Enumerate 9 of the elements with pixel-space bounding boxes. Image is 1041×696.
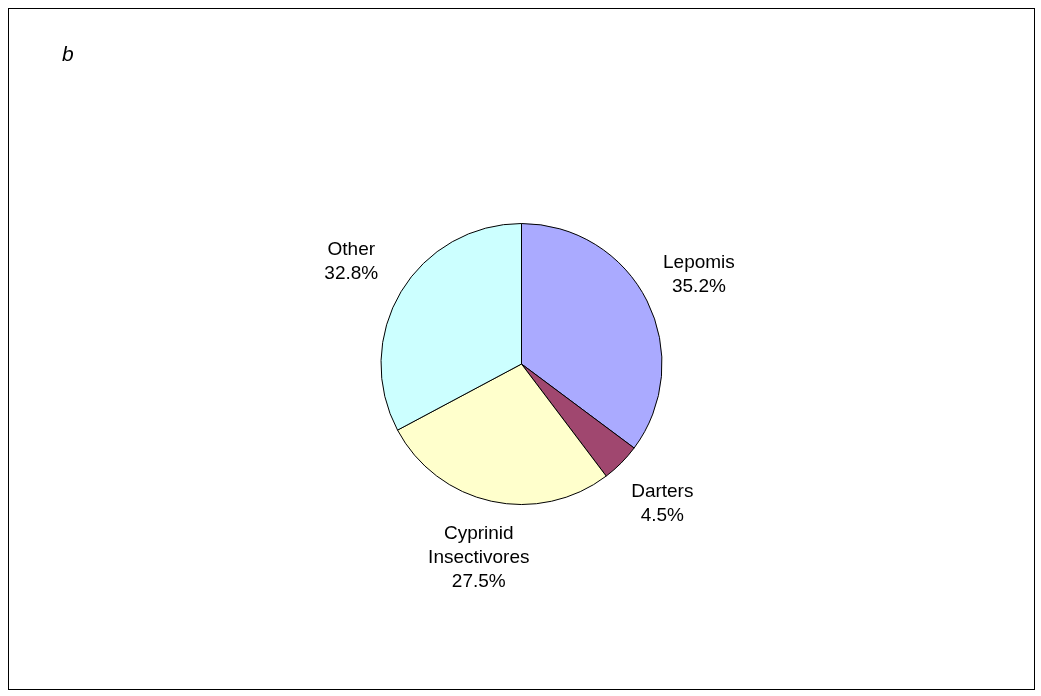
slice-label: Lepomis (663, 251, 735, 273)
data-label: 4.5% (640, 504, 685, 526)
slice-label: Other (327, 238, 376, 260)
data-label: 27.5% (451, 570, 506, 592)
text: b (62, 41, 74, 65)
data-label: 35.2% (671, 275, 726, 297)
data-label: 32.8% (324, 262, 379, 284)
slice-label: Cyprinid Insectivores (428, 522, 530, 568)
slice-label: Darters (631, 480, 694, 502)
